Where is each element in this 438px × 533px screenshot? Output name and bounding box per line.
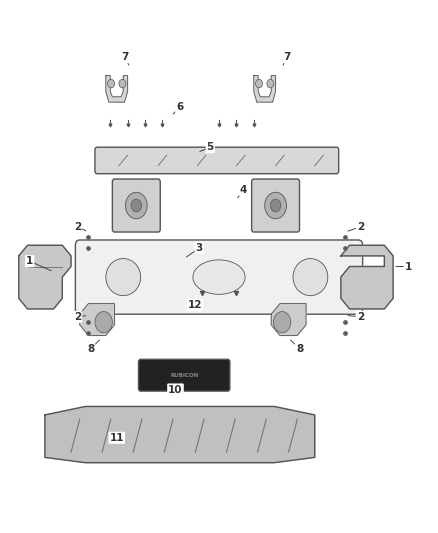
Text: 5: 5 [207,142,214,152]
Circle shape [119,79,126,88]
Text: 2: 2 [74,222,81,232]
Text: 12: 12 [188,300,202,310]
Circle shape [267,79,274,88]
Text: 2: 2 [74,312,81,322]
Ellipse shape [193,260,245,294]
Circle shape [265,192,286,219]
FancyBboxPatch shape [95,147,339,174]
Text: 8: 8 [87,344,94,354]
Ellipse shape [106,259,141,296]
Text: 3: 3 [196,243,203,253]
Text: 1: 1 [26,256,33,266]
Text: 11: 11 [110,433,124,443]
Text: RUBICON: RUBICON [170,373,198,378]
Text: 2: 2 [357,312,364,322]
Polygon shape [271,304,306,335]
Text: 7: 7 [122,52,129,62]
Ellipse shape [95,312,113,333]
Polygon shape [254,76,276,102]
Text: 6: 6 [176,102,184,112]
Polygon shape [80,304,115,335]
Text: 10: 10 [168,384,183,394]
FancyBboxPatch shape [138,359,230,391]
Circle shape [270,199,281,212]
Text: 8: 8 [296,344,303,354]
FancyBboxPatch shape [113,179,160,232]
Polygon shape [45,407,315,463]
Ellipse shape [273,312,291,333]
Circle shape [131,199,141,212]
Text: 7: 7 [283,52,290,62]
Circle shape [255,79,262,88]
Text: 4: 4 [239,184,247,195]
Text: 2: 2 [357,222,364,232]
FancyBboxPatch shape [252,179,300,232]
FancyBboxPatch shape [75,240,363,314]
Polygon shape [341,245,393,309]
Polygon shape [19,245,71,309]
Circle shape [108,79,115,88]
Text: 1: 1 [405,262,412,271]
Polygon shape [106,76,127,102]
Circle shape [125,192,147,219]
Ellipse shape [293,259,328,296]
